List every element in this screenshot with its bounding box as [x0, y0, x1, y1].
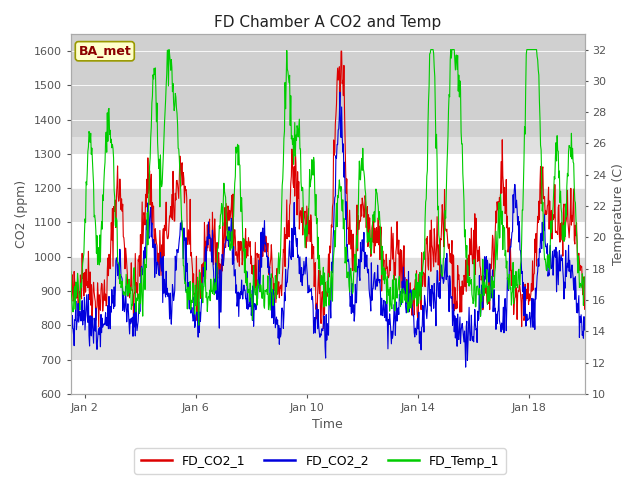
Bar	[70, 51, 584, 85]
Bar	[70, 120, 584, 154]
Bar	[70, 85, 584, 120]
Bar	[70, 222, 584, 257]
Bar	[70, 257, 584, 291]
Legend: FD_CO2_1, FD_CO2_2, FD_Temp_1: FD_CO2_1, FD_CO2_2, FD_Temp_1	[134, 448, 506, 474]
Bar	[70, 34, 584, 137]
Bar	[70, 188, 584, 222]
Bar	[70, 154, 584, 188]
Y-axis label: Temperature (C): Temperature (C)	[612, 163, 625, 265]
Bar	[70, 360, 584, 394]
Bar	[70, 325, 584, 360]
Bar	[70, 291, 584, 325]
Text: BA_met: BA_met	[79, 45, 131, 58]
Title: FD Chamber A CO2 and Temp: FD Chamber A CO2 and Temp	[214, 15, 441, 30]
X-axis label: Time: Time	[312, 419, 343, 432]
Y-axis label: CO2 (ppm): CO2 (ppm)	[15, 180, 28, 248]
